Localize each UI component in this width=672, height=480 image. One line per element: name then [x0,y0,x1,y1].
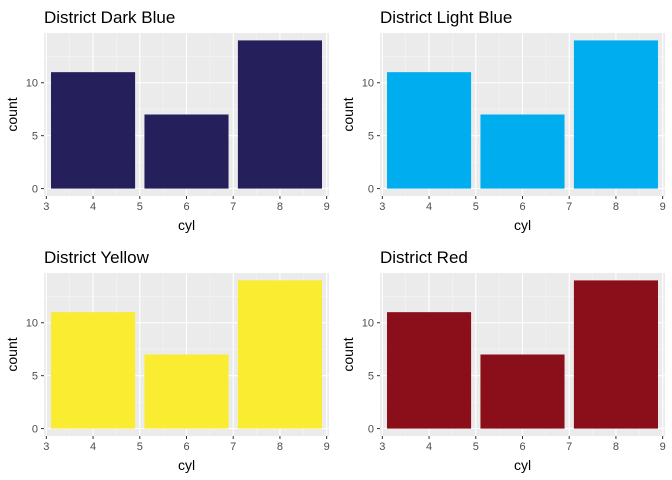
y-tick-label: 0 [368,184,374,196]
y-tick-label: 10 [26,78,38,90]
x-tick-label: 6 [519,441,525,453]
x-axis-title: cyl [178,217,195,233]
x-tick-label: 8 [277,441,283,453]
x-tick-label: 9 [660,441,666,453]
x-tick-label: 9 [660,201,666,213]
bar-cyl-6 [144,354,229,429]
x-tick-label: 3 [43,201,49,213]
bar-cyl-8 [237,40,322,189]
chart-panel-yellow: 3 4 5 6 7 8 9 0 5 10 District Yellow cyl count [4,248,330,473]
x-tick-label: 4 [90,201,96,213]
x-tick-label: 3 [43,441,49,453]
x-tick-label: 8 [613,201,619,213]
x-tick-label: 9 [324,441,330,453]
x-tick-label: 4 [90,441,96,453]
y-tick-label: 0 [32,184,38,196]
x-tick-label: 7 [230,201,236,213]
y-tick-label: 0 [368,424,374,436]
bar-cyl-6 [480,354,565,429]
y-tick-label: 5 [32,131,38,143]
y-tick-label: 5 [32,371,38,383]
x-tick-label: 4 [426,201,432,213]
bar-cyl-6 [144,114,229,189]
x-tick-label: 6 [183,441,189,453]
x-tick-label: 7 [566,441,572,453]
chart-title: District Yellow [44,248,150,267]
y-axis-title: count [4,97,20,131]
chart-panel-dark-blue: 3 4 5 6 7 8 9 0 5 10 District Dark Blue cyl count [4,8,330,233]
bar-cyl-4 [51,312,136,429]
x-tick-label: 5 [137,441,143,453]
x-tick-label: 6 [519,201,525,213]
chart-title: District Dark Blue [44,8,175,27]
x-tick-label: 9 [324,201,330,213]
bar-cyl-8 [573,40,658,189]
bar-cyl-4 [387,312,472,429]
x-tick-label: 7 [566,201,572,213]
bar-cyl-4 [51,72,136,189]
x-tick-label: 4 [426,441,432,453]
y-axis-title: count [340,97,356,131]
chart-panel-red: 3 4 5 6 7 8 9 0 5 10 District Red cyl count [340,248,666,473]
y-tick-label: 10 [362,78,374,90]
x-axis-title: cyl [514,217,531,233]
x-axis-title: cyl [514,457,531,473]
bar-cyl-6 [480,114,565,189]
chart-title: District Light Blue [380,8,512,27]
x-tick-label: 5 [473,441,479,453]
y-tick-label: 10 [362,318,374,330]
y-axis-title: count [340,337,356,371]
y-tick-label: 0 [32,424,38,436]
x-tick-label: 8 [277,201,283,213]
y-axis-title: count [4,337,20,371]
bar-cyl-8 [237,280,322,429]
x-axis-title: cyl [178,457,195,473]
x-tick-label: 5 [473,201,479,213]
x-tick-label: 3 [379,201,385,213]
bar-cyl-4 [387,72,472,189]
bar-cyl-8 [573,280,658,429]
x-tick-label: 7 [230,441,236,453]
x-tick-label: 8 [613,441,619,453]
y-tick-label: 5 [368,371,374,383]
y-tick-label: 5 [368,131,374,143]
chart-title: District Red [380,248,468,267]
chart-panel-light-blue: 3 4 5 6 7 8 9 0 5 10 District Light Blue cyl count [340,8,666,233]
x-tick-label: 3 [379,441,385,453]
y-tick-label: 10 [26,318,38,330]
x-tick-label: 6 [183,201,189,213]
x-tick-label: 5 [137,201,143,213]
